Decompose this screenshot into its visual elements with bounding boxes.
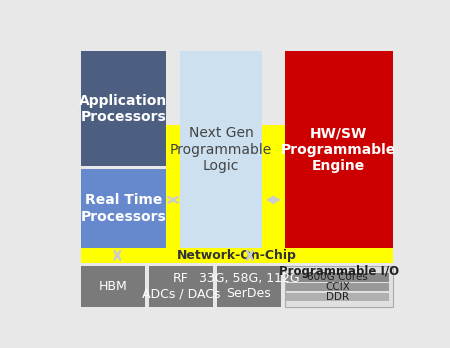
Bar xyxy=(287,283,389,292)
Text: Next Gen
Programmable
Logic: Next Gen Programmable Logic xyxy=(170,126,272,173)
Bar xyxy=(217,266,281,307)
Text: RF
ADCs / DACs: RF ADCs / DACs xyxy=(142,272,220,300)
Text: DDR: DDR xyxy=(326,292,350,302)
Bar xyxy=(262,125,285,248)
Bar xyxy=(81,51,166,166)
Bar xyxy=(81,169,166,248)
Bar xyxy=(287,273,389,282)
Bar xyxy=(285,51,393,248)
Bar xyxy=(180,51,262,248)
Text: HW/SW
Programmable
Engine: HW/SW Programmable Engine xyxy=(281,126,396,173)
Text: Real Time
Processors: Real Time Processors xyxy=(81,193,166,224)
Text: Application
Processors: Application Processors xyxy=(79,94,167,124)
Text: HBM: HBM xyxy=(99,280,127,293)
Text: CCIX: CCIX xyxy=(325,282,350,292)
Bar xyxy=(166,125,180,248)
Bar xyxy=(287,293,389,301)
Bar xyxy=(81,248,393,263)
Bar xyxy=(81,266,145,307)
Text: Network-On-Chip: Network-On-Chip xyxy=(177,249,297,262)
Text: 600G Cores: 600G Cores xyxy=(307,272,368,282)
Bar xyxy=(148,266,213,307)
Bar xyxy=(285,266,393,307)
Text: Programmable I/O: Programmable I/O xyxy=(279,265,399,278)
Text: 33G, 58G, 112G
SerDes: 33G, 58G, 112G SerDes xyxy=(198,272,299,300)
